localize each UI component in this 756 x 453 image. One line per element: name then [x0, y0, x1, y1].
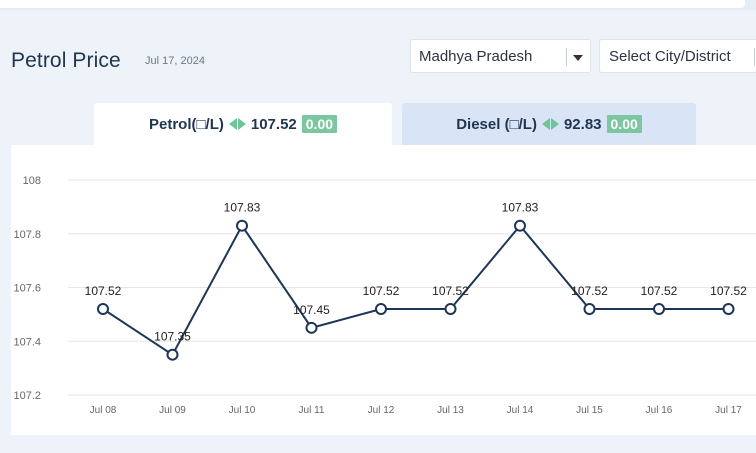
data-label: 107.52	[363, 284, 400, 298]
tab-diesel-label: Diesel (□/L)	[456, 115, 537, 133]
top-strip-card	[0, 0, 745, 8]
y-tick-label: 107.6	[13, 283, 41, 295]
city-select-separator	[754, 48, 755, 66]
chevron-down-icon[interactable]	[573, 55, 583, 61]
data-label: 107.52	[85, 284, 122, 298]
x-tick-label: Jul 17	[715, 405, 742, 416]
tab-petrol-change-badge: 0.00	[301, 115, 338, 133]
data-label: 107.52	[641, 284, 678, 298]
x-tick-label: Jul 13	[437, 405, 464, 416]
y-tick-label: 107.8	[13, 229, 41, 241]
x-tick-label: Jul 11	[299, 405, 325, 416]
data-point	[375, 303, 387, 315]
data-label: 107.52	[710, 284, 747, 298]
price-change-arrows-icon	[541, 118, 559, 130]
data-point	[653, 303, 665, 315]
data-label: 107.35	[154, 330, 191, 344]
x-tick-label: Jul 15	[576, 405, 603, 416]
tab-diesel-change-badge: 0.00	[606, 115, 642, 133]
data-point	[514, 219, 526, 232]
x-tick-label: Jul 09	[159, 405, 186, 416]
y-tick-label: 107.4	[13, 336, 41, 348]
tab-petrol[interactable]: Petrol(□/L) 107.52 0.00	[94, 103, 392, 145]
tab-petrol-price: 107.52	[250, 115, 297, 133]
data-point	[444, 303, 457, 315]
x-tick-label: Jul 10	[229, 405, 256, 416]
x-tick-label: Jul 12	[368, 405, 395, 416]
data-label: 107.52	[571, 284, 608, 298]
tab-diesel-price: 92.83	[563, 115, 602, 133]
x-tick-label: Jul 14	[507, 405, 534, 416]
tab-diesel[interactable]: Diesel (□/L) 92.83 0.00	[402, 103, 696, 145]
price-change-arrows-icon	[228, 118, 246, 130]
data-label: 107.52	[432, 284, 469, 298]
x-tick-label: Jul 16	[646, 405, 673, 416]
y-tick-label: 108	[23, 175, 41, 187]
y-tick-label: 107.2	[13, 390, 41, 402]
city-select-placeholder: Select City/District	[609, 47, 731, 65]
data-label: 107.45	[293, 303, 330, 317]
data-point	[305, 321, 318, 334]
tab-petrol-label: Petrol(□/L)	[148, 115, 224, 133]
price-line-chart: 108 107.8 107.6 107.4 107.2 Jul 08 Jul 09 Jul 1…	[13, 175, 756, 416]
city-select[interactable]: Select City/District	[599, 39, 756, 73]
data-point	[236, 219, 248, 232]
data-point	[97, 303, 109, 315]
page-date: Jul 17, 2024	[145, 55, 205, 67]
series-line	[102, 223, 729, 357]
data-point	[722, 303, 735, 315]
data-label: 107.83	[502, 201, 539, 215]
chart-panel: 108 107.8 107.6 107.4 107.2 Jul 08 Jul 09 Jul 1…	[11, 145, 756, 435]
state-select-separator	[566, 48, 567, 66]
top-strip	[0, 0, 756, 10]
state-select-value: Madhya Pradesh	[419, 47, 533, 65]
page-title: Petrol Price	[11, 49, 121, 72]
x-tick-label: Jul 08	[90, 405, 117, 416]
data-label: 107.83	[224, 201, 261, 215]
state-select[interactable]: Madhya Pradesh	[410, 39, 591, 73]
data-point	[166, 348, 179, 361]
data-point	[583, 303, 596, 315]
